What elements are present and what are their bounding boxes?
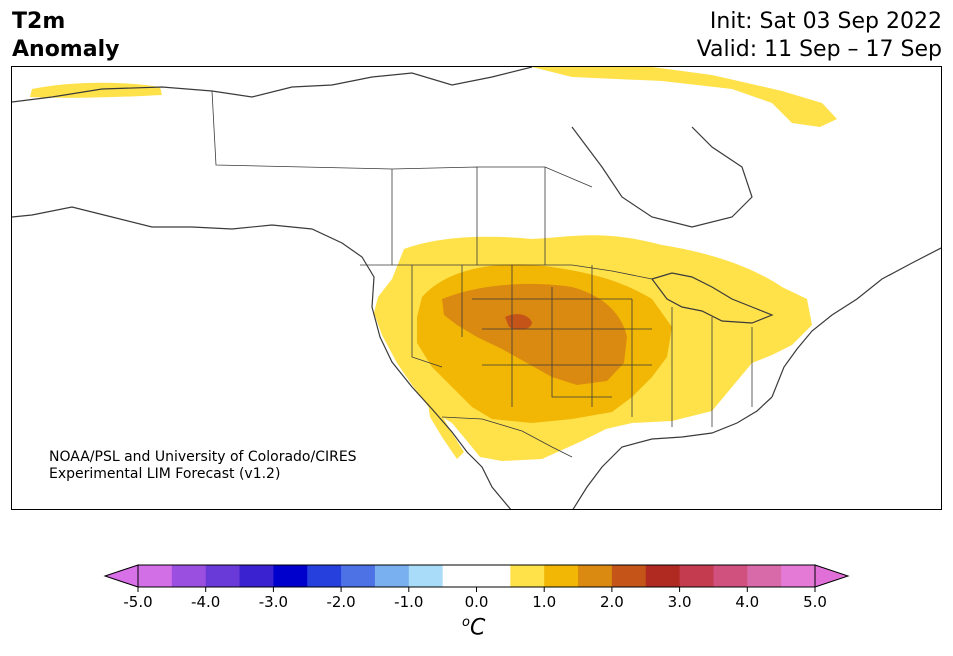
colorbar-bin: [510, 565, 545, 587]
colorbar-tick-label: 4.0: [735, 593, 759, 611]
plot-title: T2m Anomaly: [12, 8, 119, 64]
forecast-dates: Init: Sat 03 Sep 2022 Valid: 11 Sep – 17…: [697, 8, 942, 64]
colorbar-bin: [374, 565, 410, 587]
colorbar-bin: [442, 565, 477, 587]
colorbar-bin: [611, 565, 647, 587]
colorbar-bin: [713, 565, 748, 587]
colorbar-tick-label: -5.0: [123, 593, 152, 611]
hudson-bay: [571, 126, 753, 228]
map-canvas: [12, 67, 941, 509]
shade-weak-baja: [427, 397, 464, 459]
colorbar-bin: [645, 565, 681, 587]
credit-line2: Experimental LIM Forecast (v1.2): [49, 466, 281, 482]
colorbar-bin: [408, 565, 444, 587]
east-coast: [771, 247, 941, 398]
colorbar-tick-label: -4.0: [191, 593, 220, 611]
title-variable: T2m: [12, 9, 66, 34]
valid-period: Valid: 11 Sep – 17 Sep: [696, 37, 942, 62]
coastlines: [12, 67, 941, 509]
colorbar-tick-label: -1.0: [394, 593, 423, 611]
colorbar-bin: [239, 565, 274, 587]
colorbar-bin: [307, 565, 342, 587]
title-anomaly: Anomaly: [12, 37, 120, 62]
colorbar-bin: [578, 565, 613, 587]
colorbar-bin: [341, 565, 376, 587]
anomaly-map: [11, 66, 942, 510]
anomaly-shading: [30, 67, 837, 461]
colorbar-bin: [205, 565, 241, 587]
borders: [211, 90, 753, 458]
shade-weak-greenland: [532, 67, 837, 127]
us-mexico-border: [441, 416, 573, 458]
colorbar-tick-label: -2.0: [326, 593, 355, 611]
units-label: C: [469, 615, 486, 641]
init-date: Init: Sat 03 Sep 2022: [709, 9, 942, 34]
colorbar: -5.0 -4.0 -3.0 -2.0 -1.0 0.0 1.0 2.0 3.0 4.0 5.0: [100, 560, 860, 624]
credit-line1: NOAA/PSL and University of Colorado/CIRE…: [49, 449, 357, 465]
west-coast: [12, 206, 512, 509]
colorbar-bin: [747, 565, 782, 587]
colorbar-bin: [476, 565, 511, 587]
credit-text: NOAA/PSL and University of Colorado/CIRE…: [49, 449, 357, 483]
colorbar-units: oC: [462, 615, 485, 640]
north-coast: [12, 67, 533, 103]
colorbar-bin: [171, 565, 207, 587]
colorbar-bin: [781, 565, 816, 587]
canada-provinces: [211, 90, 593, 265]
colorbar-tick-label: 5.0: [803, 593, 827, 611]
colorbar-canvas: -5.0 -4.0 -3.0 -2.0 -1.0 0.0 1.0 2.0 3.0 4.0 5.0: [103, 564, 850, 611]
colorbar-bin: [679, 565, 714, 587]
colorbar-tick-label: 0.0: [465, 593, 489, 611]
great-lakes: [651, 272, 774, 324]
shade-strong: [442, 283, 627, 385]
colorbar-bin: [544, 565, 579, 587]
colorbar-over-arrow: [814, 564, 850, 588]
colorbar-bin: [273, 565, 308, 587]
colorbar-bin: [138, 565, 173, 587]
colorbar-tick-label: 2.0: [600, 593, 624, 611]
colorbar-tick-label: 1.0: [532, 593, 556, 611]
us-states: [411, 265, 753, 427]
colorbar-tick-label: -3.0: [259, 593, 288, 611]
units-degree: o: [462, 615, 470, 630]
colorbar-under-arrow: [103, 564, 139, 588]
gulf-coast: [572, 396, 773, 509]
colorbar-tick-label: 3.0: [668, 593, 692, 611]
